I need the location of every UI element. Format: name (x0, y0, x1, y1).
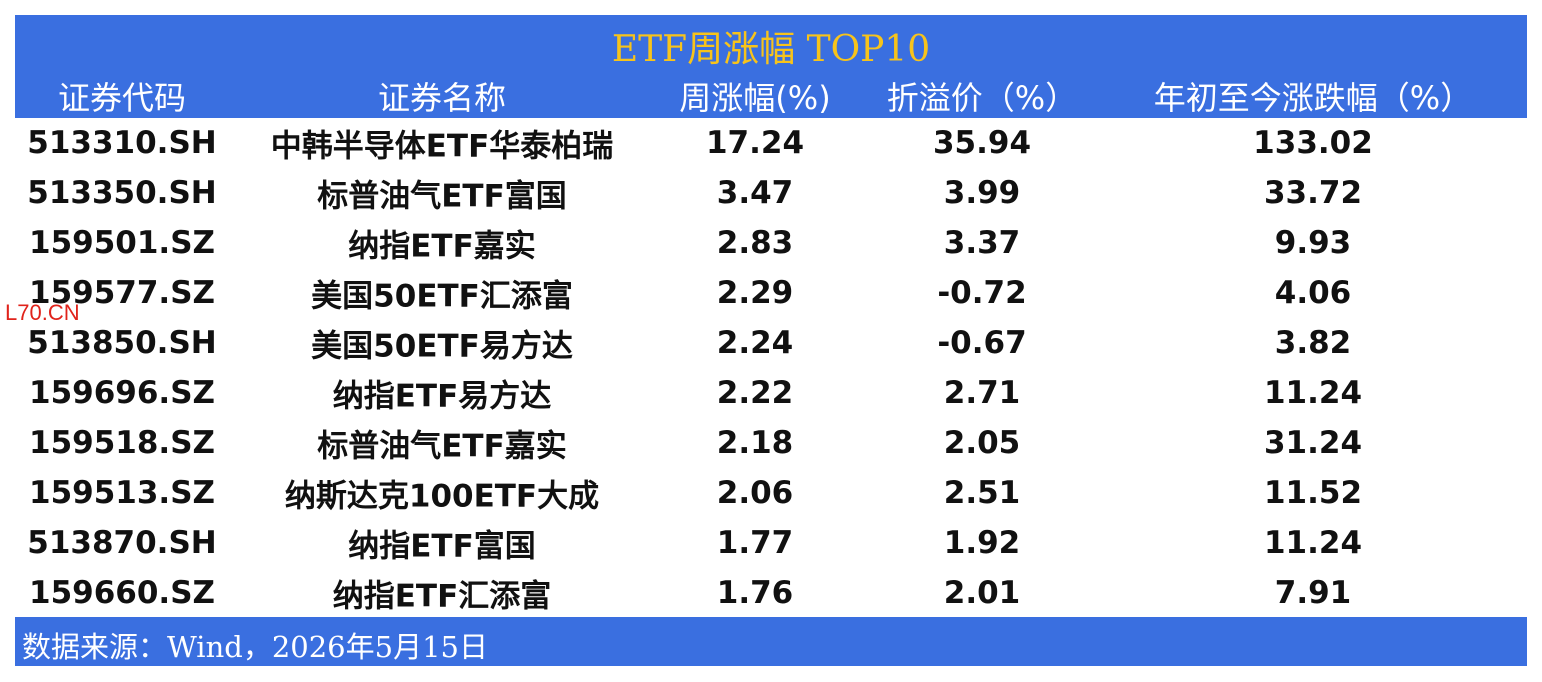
table-cell: 2.51 (943, 475, 1021, 511)
table-cell: 2.05 (943, 425, 1021, 461)
table-cell: 513850.SH (27, 325, 217, 361)
table-cell: 2.71 (943, 375, 1021, 411)
column-header: 折溢价（%） (886, 79, 1078, 117)
table-cell: 2.18 (716, 425, 794, 461)
table-cell: 标普油气ETF嘉实 (317, 428, 567, 465)
table-cell: 纳指ETF汇添富 (332, 578, 552, 615)
table-cell: 美国50ETF易方达 (311, 328, 573, 365)
table-cell: 133.02 (1253, 125, 1373, 161)
table-cell: 4.06 (1274, 275, 1352, 311)
table-cell: 2.83 (716, 225, 794, 261)
header-band (15, 15, 1527, 118)
table-cell: 31.24 (1263, 425, 1363, 461)
table-cell: 3.37 (943, 225, 1021, 261)
watermark: L70.CN (5, 300, 80, 325)
table-cell: 159513.SZ (29, 475, 215, 511)
table-cell: 2.01 (943, 575, 1021, 611)
table-cell: 中韩半导体ETF华泰柏瑞 (270, 128, 614, 165)
table-cell: 2.22 (716, 375, 794, 411)
table-cell: 159577.SZ (29, 275, 215, 311)
column-header: 年初至今涨跌幅（%） (1153, 79, 1473, 117)
table-cell: 7.91 (1274, 575, 1352, 611)
table-cell: 3.99 (943, 175, 1021, 211)
table-cell: 9.93 (1274, 225, 1352, 261)
table-cell: 17.24 (705, 125, 805, 161)
table-cell: 纳指ETF嘉实 (348, 228, 536, 265)
table-cell: 513350.SH (27, 175, 217, 211)
table-cell: 纳指ETF易方达 (332, 378, 552, 415)
table-cell: 513310.SH (27, 125, 217, 161)
table-cell: 1.76 (716, 575, 794, 611)
footer-band (15, 617, 1527, 666)
table-cell: 标普油气ETF富国 (317, 178, 567, 215)
table-cell: 1.77 (716, 525, 794, 561)
source-note: 数据来源：Wind，2026年5月15日 (22, 630, 488, 664)
table-cell: 2.06 (716, 475, 794, 511)
table-cell: 11.52 (1263, 475, 1363, 511)
table-cell: 35.94 (932, 125, 1032, 161)
table-cell: 11.24 (1263, 525, 1363, 561)
table-cell: -0.67 (937, 325, 1027, 361)
table-cell: 纳指ETF富国 (348, 528, 536, 565)
column-header: 证券代码 (57, 79, 187, 117)
table-cell: 1.92 (943, 525, 1021, 561)
table-cell: 33.72 (1263, 175, 1363, 211)
table-cell: 159660.SZ (29, 575, 215, 611)
table-cell: 11.24 (1263, 375, 1363, 411)
table-cell: 美国50ETF汇添富 (311, 278, 573, 315)
column-header: 证券名称 (377, 79, 507, 117)
table-cell: -0.72 (937, 275, 1027, 311)
table-cell: 2.24 (716, 325, 794, 361)
table-title: ETF周涨幅 TOP10 (611, 29, 931, 70)
column-header: 周涨幅(%) (679, 79, 831, 117)
table-cell: 3.82 (1274, 325, 1352, 361)
table-cell: 159501.SZ (29, 225, 215, 261)
table-cell: 纳斯达克100ETF大成 (284, 478, 600, 515)
table-cell: 513870.SH (27, 525, 217, 561)
table-cell: 159696.SZ (29, 375, 215, 411)
table-cell: 2.29 (716, 275, 794, 311)
table-cell: 3.47 (716, 175, 794, 211)
table-cell: 159518.SZ (29, 425, 215, 461)
